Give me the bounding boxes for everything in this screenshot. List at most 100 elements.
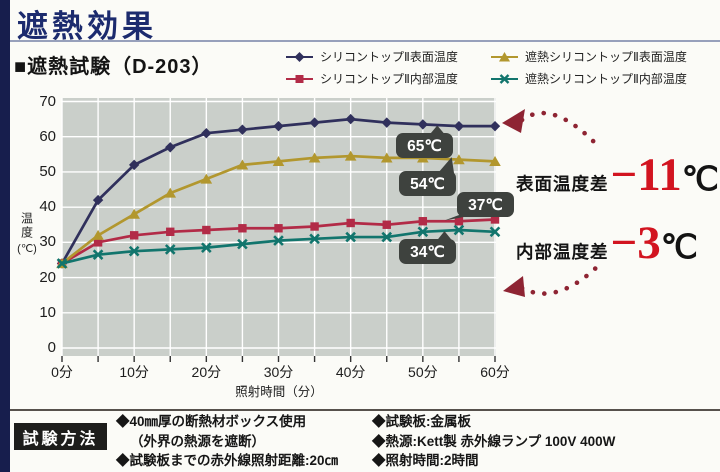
- triangle-marker-icon: [236, 159, 249, 170]
- test-method-list-right: ◆試験板:金属板 ◆熱源:Kett製 赤外線ランプ 100V 400W ◆照射時…: [372, 412, 615, 471]
- y-tick-label: 50: [39, 162, 56, 180]
- x-marker-icon: [345, 231, 356, 243]
- triangle-marker-icon: [92, 229, 104, 240]
- legend-label: シリコントップⅡ内部温度: [320, 72, 458, 86]
- method-item: ◆40㎜厚の断熱材ボックス使用: [116, 414, 307, 429]
- test-method-heading: 試験方法: [14, 423, 107, 450]
- legend-label: シリコントップⅡ表面温度: [320, 50, 458, 64]
- triangle-marker-icon: [164, 187, 177, 198]
- legend-item-surface: シリコントップⅡ表面温度: [286, 48, 491, 65]
- triangle-marker-icon: [308, 152, 321, 163]
- triangle-marker-icon: [344, 150, 357, 161]
- x-marker-icon: [201, 242, 212, 253]
- legend-item-shield-internal: 遮熱シリコントップⅡ内部温度: [491, 70, 687, 87]
- y-tick-label: 40: [39, 198, 56, 216]
- diamond-marker-icon: [417, 119, 429, 130]
- triangle-marker-icon: [200, 173, 213, 184]
- triangle-marker-icon: [453, 154, 465, 165]
- arrowhead-top-icon: [502, 109, 525, 133]
- callout-label: 34℃: [410, 244, 445, 261]
- square-marker-icon: [346, 218, 355, 228]
- y-tick-label: 20: [39, 268, 56, 286]
- square-marker-icon: [310, 222, 319, 231]
- dotted-arrow-bottom: [519, 263, 601, 296]
- triangle-marker-icon: [489, 155, 501, 166]
- triangle-marker-icon: [128, 208, 140, 219]
- method-item: ◆試験板までの赤外線照射距離:20㎝: [116, 453, 339, 468]
- surface-diff-unit: ℃: [681, 162, 719, 198]
- triangle-marker-icon: [491, 51, 518, 61]
- y-tick-label: 0: [47, 339, 56, 356]
- chart-legend: シリコントップⅡ表面温度 遮熱シリコントップⅡ表面温度 シリコントップⅡ内部温度…: [286, 48, 687, 87]
- x-marker-icon: [237, 238, 248, 250]
- x-tick-label: 20分: [191, 364, 222, 380]
- y-tick-label: 10: [39, 303, 56, 321]
- x-tick-label: 40分: [335, 364, 366, 380]
- chart-subtitle: ■遮熱試験（D-203）: [14, 56, 213, 78]
- square-marker-icon: [93, 238, 103, 247]
- square-marker-icon: [454, 217, 464, 226]
- page-title: 遮熱効果: [17, 9, 157, 44]
- x-tick-label: 50分: [408, 364, 438, 380]
- internal-temp-difference: 内部温度差 −3 ℃: [516, 217, 698, 269]
- x-marker-icon: [128, 245, 140, 257]
- x-marker-icon: [491, 73, 518, 84]
- x-axis-title: 照射時間（分）: [235, 385, 323, 399]
- x-tick-label: 60分: [480, 364, 510, 380]
- y-tick-label: 70: [39, 92, 56, 110]
- y-tick-label: 60: [39, 127, 56, 145]
- callout-tail: [444, 215, 475, 221]
- x-marker-icon: [273, 235, 284, 246]
- x-marker-icon: [56, 258, 68, 269]
- diamond-marker-icon: [345, 113, 356, 125]
- square-marker-icon: [202, 225, 211, 235]
- legend-label: 遮熱シリコントップⅡ表面温度: [525, 50, 687, 64]
- diamond-marker-icon: [128, 159, 140, 171]
- left-accent-bar: [0, 0, 10, 472]
- y-axis-title: 温度 (℃): [17, 212, 37, 255]
- triangle-marker-icon: [380, 152, 393, 163]
- x-marker-icon: [381, 231, 393, 243]
- square-marker-icon: [129, 231, 139, 240]
- diamond-marker-icon: [201, 127, 212, 139]
- x-marker-icon: [489, 226, 501, 238]
- surface-diff-value: −11: [610, 149, 682, 201]
- x-marker-icon: [164, 244, 176, 255]
- x-marker-icon: [92, 249, 104, 261]
- section-divider: [10, 409, 720, 411]
- callout-tail: [438, 157, 454, 173]
- callout-label: 37℃: [468, 197, 503, 214]
- dotted-arrow-top: [519, 110, 601, 149]
- diamond-marker-icon: [489, 120, 501, 132]
- callout-tail: [436, 231, 453, 241]
- x-marker-icon: [453, 224, 465, 236]
- internal-diff-unit: ℃: [660, 230, 698, 266]
- y-tick-label: 30: [39, 233, 56, 251]
- arrowhead-bottom-icon: [503, 276, 525, 297]
- square-marker-icon: [490, 215, 500, 224]
- triangle-marker-icon: [272, 155, 285, 166]
- diamond-marker-icon: [165, 142, 176, 153]
- square-marker-icon: [382, 220, 391, 229]
- callout-box: [399, 239, 456, 264]
- internal-diff-value: −3: [610, 217, 661, 269]
- x-tick-label: 10分: [119, 364, 149, 380]
- square-marker-icon: [166, 227, 175, 236]
- diamond-marker-icon: [286, 51, 313, 62]
- legend-item-internal: シリコントップⅡ内部温度: [286, 70, 491, 87]
- diamond-marker-icon: [92, 194, 104, 206]
- legend-item-shield-surface: 遮熱シリコントップⅡ表面温度: [491, 48, 687, 65]
- square-marker-icon: [286, 74, 313, 83]
- x-tick-label: 0分: [51, 364, 73, 380]
- diamond-marker-icon: [453, 120, 465, 132]
- diamond-marker-icon: [237, 124, 248, 135]
- callout-box: [457, 192, 514, 217]
- square-marker-icon: [274, 224, 283, 233]
- callout-label: 54℃: [410, 176, 445, 193]
- x-marker-icon: [417, 226, 429, 238]
- legend-label: 遮熱シリコントップⅡ内部温度: [525, 72, 687, 86]
- callout-box: [399, 171, 456, 196]
- surface-diff-label: 表面温度差: [516, 174, 609, 194]
- method-item: （外界の熱源を遮断）: [130, 433, 265, 449]
